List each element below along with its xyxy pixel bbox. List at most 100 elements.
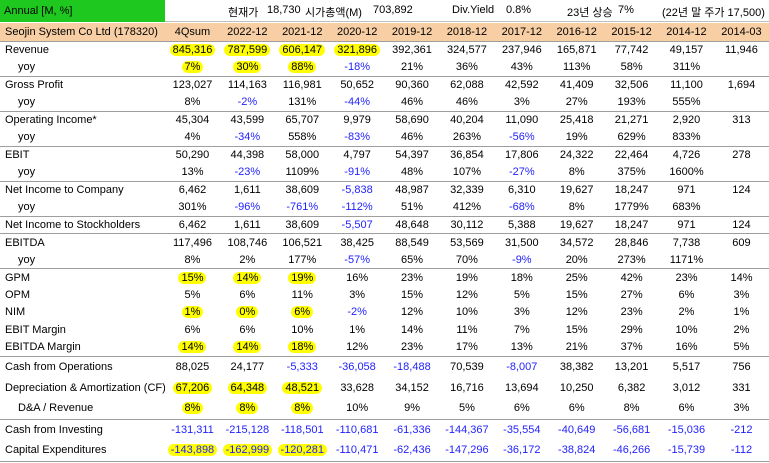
- cell-value: 54,397: [395, 149, 429, 161]
- price-note: (22년 말 주가 17,500): [662, 7, 765, 19]
- column-header: 2014-12: [659, 23, 714, 41]
- table-cell: 4%: [165, 129, 220, 147]
- table-cell: 2%: [714, 321, 769, 339]
- table-cell: 65,707: [274, 110, 330, 129]
- table-cell: 609: [713, 233, 769, 251]
- cell-value: 16,716: [450, 381, 484, 394]
- table-cell: 13%: [165, 164, 220, 182]
- cell-value: 11,946: [725, 44, 758, 56]
- cell-value: 46%: [455, 96, 478, 108]
- cell-value: 301%: [178, 201, 207, 213]
- cell-value: 237,946: [501, 44, 542, 56]
- table-row: Revenue 845,316 787,599 606,147 321,896 392,3…: [0, 40, 769, 59]
- table-cell: 12%: [330, 339, 385, 357]
- cell-value: -110,471: [335, 444, 379, 457]
- cell-value: 629%: [617, 131, 646, 143]
- row-label: D&A / Revenue: [18, 402, 94, 415]
- cell-value: 23%: [620, 306, 643, 319]
- table-cell: 33,628: [330, 377, 385, 398]
- table-row: Operating Income* 45,304 43,599 65,707 9,979…: [0, 110, 769, 129]
- cell-value: 6,462: [178, 184, 207, 196]
- cell-value: 555%: [672, 96, 701, 108]
- cell-value: -8,007: [506, 360, 538, 373]
- table-cell: 3%: [714, 398, 769, 419]
- cell-value: 50,290: [175, 149, 210, 161]
- table-cell: 833%: [659, 129, 714, 147]
- table-cell: -96%: [220, 199, 275, 217]
- cell-value: 19%: [288, 271, 317, 284]
- table-cell: 375%: [604, 164, 659, 182]
- table-cell: 18,247: [604, 180, 660, 199]
- table-row: EBITDA 117,496 108,746 106,521 38,425 88,549 5…: [0, 233, 769, 251]
- table-cell: 15%: [549, 321, 604, 339]
- cell-value: 1779%: [614, 201, 649, 213]
- table-cell: 43,599: [219, 110, 275, 129]
- cell-value: 28,846: [614, 236, 649, 249]
- table-cell: -8,007: [494, 355, 550, 377]
- table-cell: -212: [713, 418, 769, 440]
- cell-value: 1600%: [669, 166, 704, 178]
- cell-value: 19,627: [559, 218, 594, 231]
- financial-table: Seojin System Co Ltd (178320) 4Qsum 2022…: [0, 23, 769, 463]
- table-cell: 24,322: [549, 145, 605, 164]
- table-cell: 12%: [549, 304, 604, 322]
- table-cell: -215,128: [219, 418, 275, 440]
- table-cell: 278: [713, 145, 769, 164]
- cell-value: 12%: [565, 306, 588, 319]
- table-cell: -5,507: [329, 215, 385, 234]
- table-cell: 392,361: [384, 40, 440, 59]
- table-cell: 114,163: [219, 75, 275, 94]
- cell-value: 193%: [617, 96, 646, 108]
- table-cell: 412%: [439, 199, 494, 217]
- table-row: yoy 4% -34% 558% -83% 46% 263% -56% 19% 629% 833%: [0, 129, 769, 147]
- cell-value: 58%: [620, 61, 643, 73]
- cell-value: 34,152: [395, 381, 429, 394]
- cell-value: -56,681: [612, 423, 651, 436]
- cell-value: 43,599: [230, 114, 265, 126]
- table-cell: 6,310: [494, 180, 550, 199]
- cell-value: 38,609: [285, 218, 320, 231]
- table-cell: 53,569: [439, 233, 495, 251]
- cell-value: 7,738: [672, 236, 701, 249]
- cell-value: 12%: [401, 306, 424, 319]
- column-header: 2018-12: [439, 23, 495, 41]
- table-cell: 16%: [329, 268, 385, 286]
- cell-value: 48,648: [395, 218, 429, 231]
- table-cell: 11,946: [713, 40, 769, 59]
- table-cell: 15%: [385, 286, 440, 304]
- cell-value: 23%: [401, 271, 424, 284]
- table-cell: 46%: [439, 94, 494, 112]
- cell-value: 22,464: [614, 149, 649, 161]
- cell-value: 278: [732, 149, 751, 161]
- table-cell: -144,367: [439, 418, 495, 440]
- cell-value: 14%: [730, 271, 753, 284]
- cell-value: -110,681: [335, 423, 379, 436]
- table-cell: 34,572: [549, 233, 605, 251]
- table-cell: 1,611: [219, 180, 275, 199]
- cell-value: 70,539: [450, 360, 484, 373]
- table-cell: [714, 199, 769, 217]
- table-cell: 15%: [549, 286, 604, 304]
- table-cell: -162,999: [220, 440, 275, 461]
- cell-value: 40,204: [450, 114, 484, 126]
- table-cell: 42%: [604, 268, 660, 286]
- table-cell: 14%: [219, 268, 275, 286]
- table-cell: 8%: [165, 251, 220, 269]
- table-cell: 21%: [549, 339, 604, 357]
- cell-value: 10%: [346, 402, 369, 415]
- table-cell: 25%: [549, 268, 605, 286]
- cell-value: 15%: [565, 288, 588, 301]
- cell-value: 46%: [401, 131, 424, 143]
- cell-value: 7%: [181, 61, 204, 73]
- table-cell: 3,012: [659, 377, 714, 398]
- cell-value: 42%: [620, 271, 643, 284]
- cell-value: 30,112: [450, 218, 484, 231]
- column-header: 2015-12: [604, 23, 660, 41]
- cell-value: -15,036: [667, 423, 706, 436]
- cell-value: -36,058: [338, 360, 376, 373]
- column-header: 2021-12: [274, 23, 330, 41]
- table-cell: 11%: [275, 286, 330, 304]
- table-cell: -56,681: [604, 418, 660, 440]
- table-cell: -110,681: [329, 418, 385, 440]
